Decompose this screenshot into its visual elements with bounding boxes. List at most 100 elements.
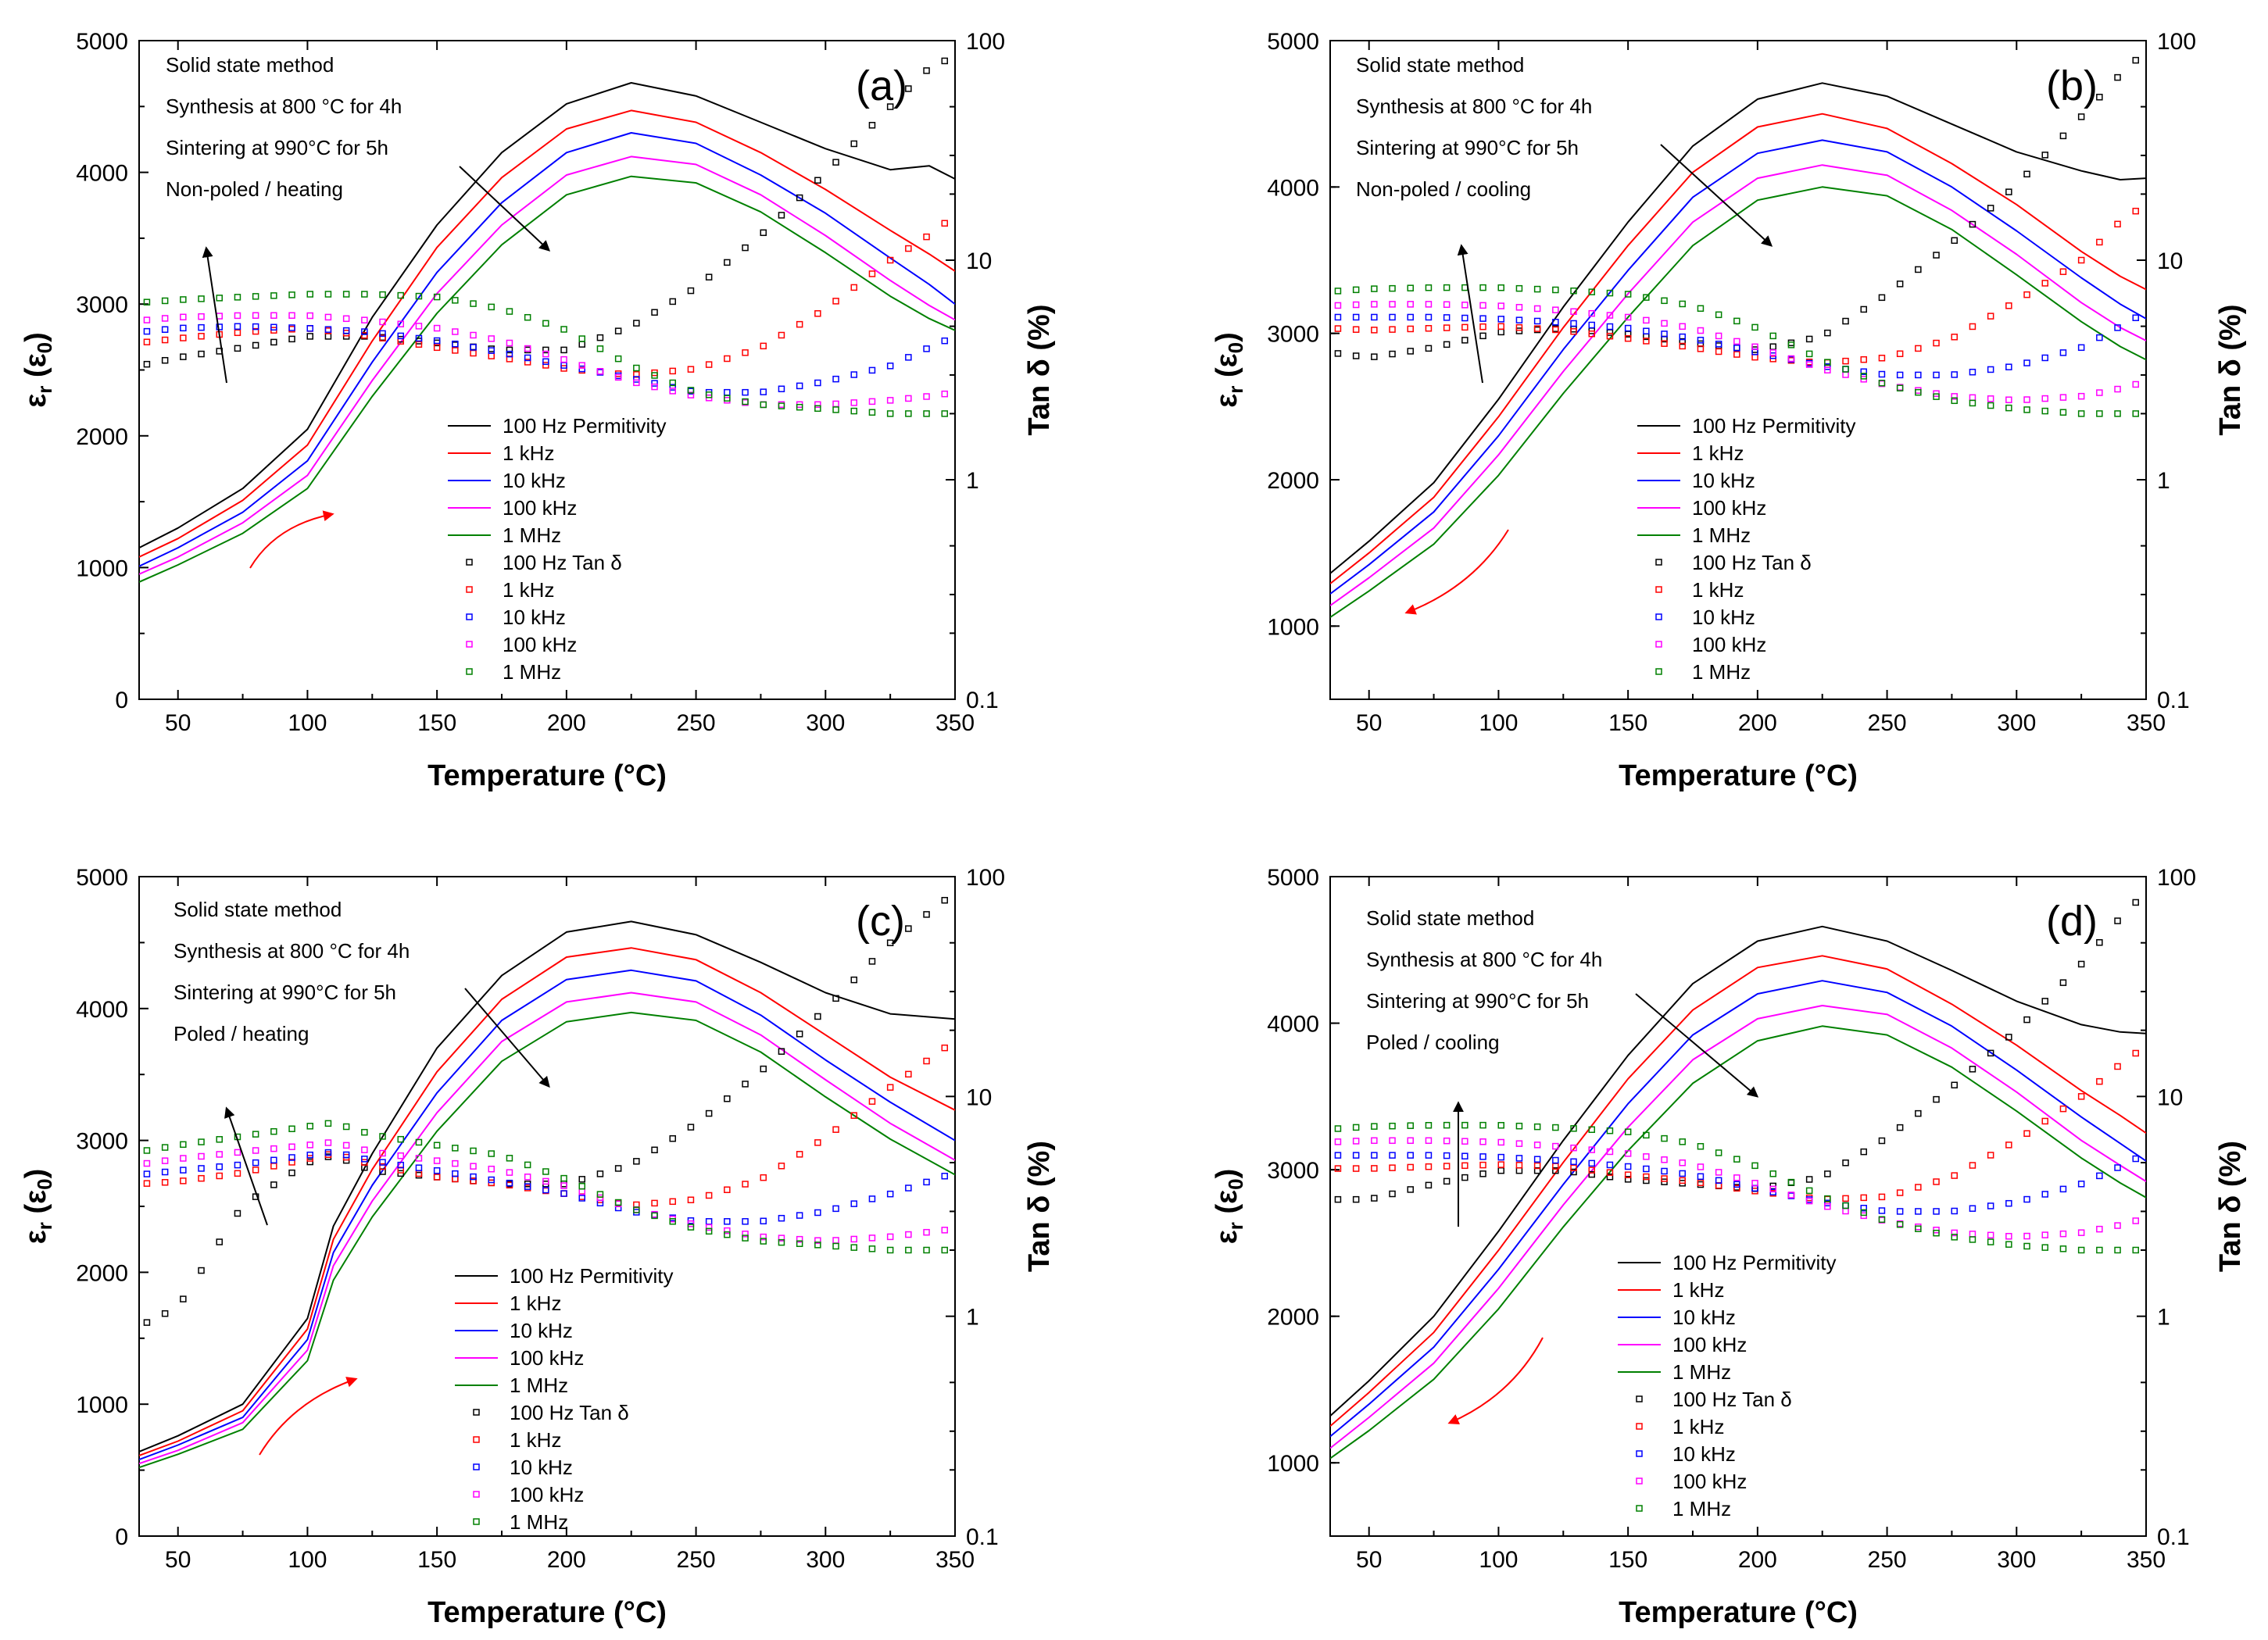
legend-entry: 10 kHz	[510, 1456, 573, 1479]
tan-point	[1824, 359, 1831, 366]
tan-point	[288, 1159, 295, 1166]
tan-point	[850, 399, 857, 406]
tan-point	[1733, 345, 1740, 352]
tan-point	[2096, 1077, 2103, 1085]
x-tick-label: 150	[1608, 710, 1647, 736]
legend-entry: 10 kHz	[510, 1319, 573, 1342]
legend-entry: 100 kHz	[503, 496, 577, 520]
tan-point	[198, 333, 205, 340]
tan-point	[560, 346, 567, 354]
tan-point	[760, 1065, 767, 1073]
tan-point	[324, 291, 332, 298]
tan-point	[1570, 1168, 1577, 1176]
tan-point	[1389, 326, 1396, 333]
tan-point	[288, 335, 295, 343]
tan-point	[1389, 350, 1396, 358]
y-axis-label: εr (ε0)	[20, 1169, 56, 1245]
tan-point	[288, 1154, 295, 1161]
tan-point	[742, 388, 749, 396]
tan-point	[306, 1142, 313, 1149]
tan-point	[306, 1155, 313, 1162]
tan-point	[1606, 1127, 1614, 1134]
tan-point	[941, 1246, 948, 1254]
tan-point	[1552, 1124, 1559, 1131]
tan-series-1kHz	[143, 220, 948, 378]
tan-point	[306, 1123, 313, 1130]
tan-point	[180, 1155, 187, 1162]
tan-point	[1824, 1170, 1831, 1177]
tan-point	[216, 1136, 223, 1143]
data-area	[1330, 899, 2146, 1460]
tan-point	[1371, 301, 1378, 308]
y-tick-label: 2000	[76, 424, 128, 450]
tan-point	[1987, 313, 1994, 320]
tan-point	[886, 103, 894, 110]
tan-point	[1787, 341, 1795, 348]
tan-point	[923, 1246, 930, 1254]
tan-point	[324, 313, 332, 321]
tan-point	[614, 1165, 622, 1172]
tan-point	[1878, 294, 1886, 302]
tan-point	[1715, 1169, 1722, 1176]
annotation-text: Non-poled / heating	[166, 177, 343, 201]
tan-point	[1624, 291, 1632, 298]
tan-point	[1824, 366, 1831, 373]
tan-point	[724, 1227, 731, 1234]
tan-point	[234, 1170, 241, 1177]
tan-point	[850, 976, 857, 984]
tan-point	[1951, 393, 1958, 400]
tan-point	[1497, 1138, 1504, 1146]
tan-point	[742, 1234, 749, 1242]
y-tick-label: 3000	[76, 292, 128, 318]
tan-point	[1896, 1220, 1904, 1228]
tan-point	[306, 291, 313, 298]
tan-point	[778, 1214, 785, 1222]
tan-point	[1606, 312, 1614, 319]
tan-point	[542, 358, 549, 366]
y2-tick-label: 0.1	[2157, 1524, 2190, 1550]
tan-point	[941, 896, 948, 904]
tan-point	[488, 335, 495, 342]
tan-point	[2023, 1232, 2030, 1240]
tan-point	[143, 316, 151, 323]
y2-tick-label: 1	[966, 468, 979, 494]
tan-point	[1715, 1177, 1722, 1184]
legend-entry: 100 Hz Permitivity	[1692, 414, 1856, 438]
tan-point	[1697, 327, 1705, 334]
x-tick-label: 100	[1479, 1547, 1518, 1573]
tan-point	[1570, 320, 1577, 327]
tan-point	[342, 327, 350, 334]
tan-point	[2023, 291, 2030, 298]
tan-point	[742, 349, 749, 356]
tan-series-1kHz	[143, 1044, 948, 1209]
tan-point	[2114, 220, 2121, 228]
tan-point	[180, 296, 187, 303]
tan-point	[1497, 316, 1504, 323]
y2-axis-label: Tan δ (%)	[1023, 1141, 1056, 1272]
tan-point	[415, 323, 423, 330]
tan-point	[415, 1164, 423, 1171]
tan-point	[452, 1159, 459, 1167]
tan-point	[633, 320, 640, 327]
tan-point	[1787, 1178, 1795, 1186]
legend-square-swatch	[1655, 668, 1662, 675]
permittivity-line-1MHz	[139, 175, 955, 583]
tan-point	[1787, 339, 1795, 347]
tan-point	[1407, 284, 1414, 291]
tan-point	[143, 1170, 151, 1177]
tan-point	[306, 1151, 313, 1159]
annotation-text: Synthesis at 800 °C for 4h	[166, 95, 402, 118]
tan-point	[1933, 1178, 1940, 1185]
tan-point	[143, 1159, 151, 1167]
legend: 100 Hz Permitivity 1 kHz 10 kHz 100 kHz 1 MH…	[1618, 1251, 1837, 1520]
tan-point	[633, 371, 640, 378]
heating-arrow	[249, 510, 334, 569]
x-tick-label: 200	[1738, 710, 1777, 736]
tan-point	[379, 334, 386, 341]
tan-point	[724, 395, 731, 402]
tan-point	[1570, 308, 1577, 316]
tan-point	[1969, 1066, 1976, 1073]
tan-point	[1624, 313, 1632, 321]
plot-frame	[1329, 876, 2147, 1537]
tan-point	[161, 297, 169, 305]
